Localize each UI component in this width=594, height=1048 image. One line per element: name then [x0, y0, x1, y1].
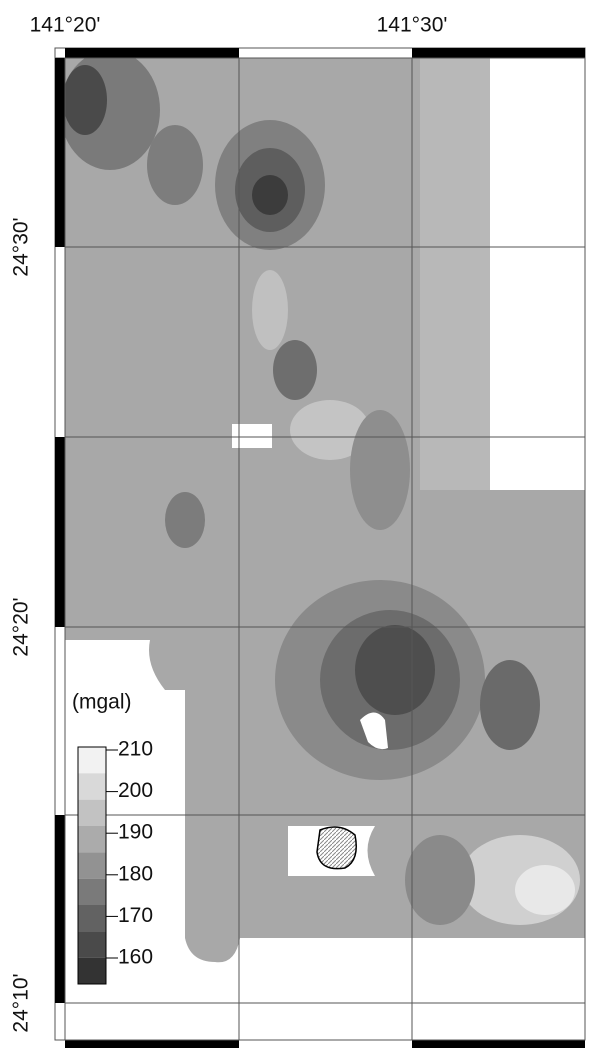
latitude-label: 24°10' — [10, 973, 33, 1032]
gravity-field — [65, 58, 585, 1040]
legend-band — [78, 878, 106, 905]
legend-band — [78, 852, 106, 879]
legend-unit: (mgal) — [72, 691, 132, 714]
latitude-label: 24°30' — [10, 217, 33, 276]
color-legend: (mgal) 210 200 190 180 170 160 — [72, 691, 153, 985]
legend-band — [78, 799, 106, 826]
graticule — [65, 58, 585, 1040]
legend-box — [77, 746, 107, 985]
latitude-label: 24°20' — [10, 597, 33, 656]
longitude-label: 141°30' — [377, 14, 448, 37]
legend-tick-label: 170 — [118, 904, 153, 927]
legend-tick-label: 200 — [118, 779, 153, 802]
map-frame — [54, 47, 586, 1048]
legend-tick-label: 190 — [118, 821, 153, 844]
longitude-label: 141°20' — [30, 14, 101, 37]
legend-tick-label: 160 — [118, 946, 153, 969]
legend-band — [78, 957, 106, 984]
legend-tick-label: 180 — [118, 862, 153, 885]
legend-band — [78, 747, 106, 774]
legend-band — [78, 905, 106, 932]
legend-band — [78, 773, 106, 800]
legend-band — [78, 931, 106, 958]
legend-band — [78, 826, 106, 853]
legend-tick-label: 210 — [118, 738, 153, 761]
